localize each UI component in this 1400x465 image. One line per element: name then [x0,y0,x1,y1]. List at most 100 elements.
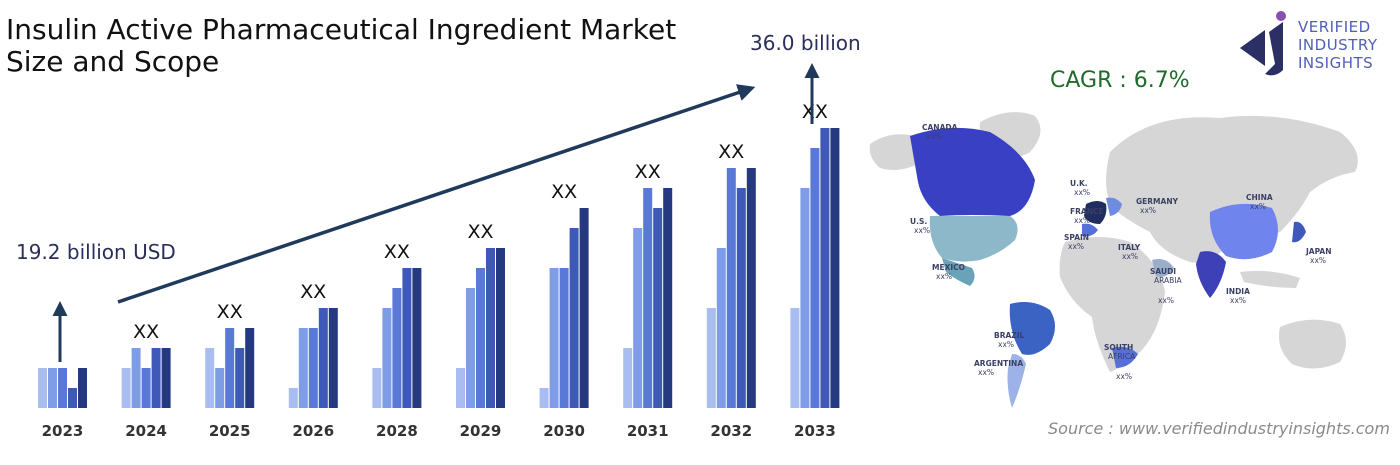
x-tick-2032: 2032 [710,422,752,440]
map-label-15: INDIA [1226,287,1250,296]
bar-2033-5 [830,128,840,408]
map-label-4: ARGENTINA [974,359,1023,368]
bar-label-2028: XX [384,241,410,263]
x-tick-2031: 2031 [627,422,669,440]
bar-2026-4 [318,308,328,408]
bar-2032-5 [746,168,756,408]
map-region-spain [1082,223,1098,237]
map-eurasia [1106,115,1358,263]
x-tick-2033: 2033 [794,422,836,440]
source-note: Source : www.verifiedindustryinsights.co… [1048,419,1390,438]
bar-2033-1 [790,308,800,408]
bars-layer [38,128,840,408]
map-value-5: xx% [1074,188,1090,197]
title-line-1: Insulin Active Pharmaceutical Ingredient… [6,13,677,46]
bar-2033-3 [810,148,820,408]
bar-2031-3 [643,188,653,408]
map-region-argentina [1007,354,1026,408]
bar-label-2032: XX [718,141,744,163]
map-value-7: xx% [1068,242,1084,251]
map-label-16: JAPAN [1305,247,1332,256]
bar-label-2033: XX [802,101,828,123]
bar-2023-4 [68,388,77,408]
map-label-1: U.S. [910,217,927,226]
map-label-12: SOUTH [1104,343,1133,352]
bar-2032-4 [736,188,746,408]
map-value-12: AFRICA [1108,352,1136,361]
bar-2032-3 [726,168,736,408]
bar-2028-1 [372,368,382,408]
title-line-2: Size and Scope [6,45,220,78]
bar-2024-5 [161,348,171,408]
bar-2026-2 [298,328,308,408]
bar-label-2026: XX [300,281,326,303]
bar-2028-3 [392,288,402,408]
world-map: CANADAxx%U.S.xx%MEXICOxx%BRAZILxx%ARGENT… [869,112,1358,408]
map-label-2: MEXICO [932,263,965,272]
map-value-14: xx% [1250,202,1266,211]
bar-2025-2 [215,368,225,408]
logo-line-2: INDUSTRY [1298,36,1378,54]
x-axis-ticks: 2023 2024 2025 2026 2028 2029 2030 2031 2032 2033 [42,422,836,440]
x-tick-2028: 2028 [376,422,418,440]
map-region-west-europe [1084,201,1107,224]
map-region-germany [1106,197,1122,216]
map-region-mexico [942,258,975,286]
map-region-south-africa [1112,346,1138,368]
map-value-16: xx% [1310,256,1326,265]
map-label-9: ITALY [1118,243,1141,252]
bar-2032-1 [706,308,716,408]
bar-2031-2 [633,228,643,408]
bar-2028-4 [402,268,412,408]
map-australia [1278,319,1346,369]
bar-2028-2 [382,308,392,408]
x-tick-2026: 2026 [292,422,334,440]
bar-2026-1 [288,388,298,408]
map-label-3: BRAZIL [994,331,1025,340]
x-tick-2029: 2029 [460,422,502,440]
bar-2030-4 [569,228,579,408]
bar-2029-2 [466,288,475,408]
bar-2031-1 [623,348,633,408]
map-value-10: ARABIA [1154,276,1183,285]
map-africa [1059,237,1165,372]
bar-2023-3 [58,368,67,408]
logo-line-3: INSIGHTS [1298,54,1374,72]
map-labels: CANADAxx%U.S.xx%MEXICOxx%BRAZILxx%ARGENT… [910,123,1332,381]
logo-text: VERIFIED INDUSTRY INSIGHTS [1298,18,1377,72]
bar-2024-4 [151,348,161,408]
map-region-us [929,216,1018,262]
map-alaska [869,134,922,170]
trend-arrow [117,84,756,304]
bar-2025-1 [205,348,215,408]
end-value-label: 36.0 billion USD [750,31,860,55]
map-value-15: xx% [1230,296,1246,305]
bar-2029-5 [496,248,505,408]
map-region-japan [1292,221,1306,243]
bar-label-2029: XX [467,221,493,243]
map-label-6: FRANCE [1070,207,1104,216]
map-value-1: xx% [914,226,930,235]
map-value-9: xx% [1122,252,1138,261]
company-logo [1240,11,1286,76]
cagr-label: CAGR : 6.7% [1050,68,1190,93]
map-label-7: SPAIN [1064,233,1089,242]
map-region-brazil [1009,302,1055,355]
map-region-saudi [1152,259,1174,277]
map-value-2: xx% [936,272,952,281]
bar-2030-1 [539,388,549,408]
map-region-canada [910,127,1035,216]
map-label-10: SAUDI [1150,267,1176,276]
bar-2031-4 [653,208,663,408]
map-value-8: xx% [1140,206,1156,215]
map-value-4: xx% [978,368,994,377]
map-region-india [1196,251,1226,298]
bar-label-2030: XX [551,181,577,203]
bar-2025-3 [225,328,235,408]
map-value-13: xx% [1116,372,1132,381]
bar-2029-3 [476,268,485,408]
bar-2030-3 [559,268,569,408]
map-label-0: CANADA [922,123,958,132]
map-label-14: CHINA [1246,193,1273,202]
